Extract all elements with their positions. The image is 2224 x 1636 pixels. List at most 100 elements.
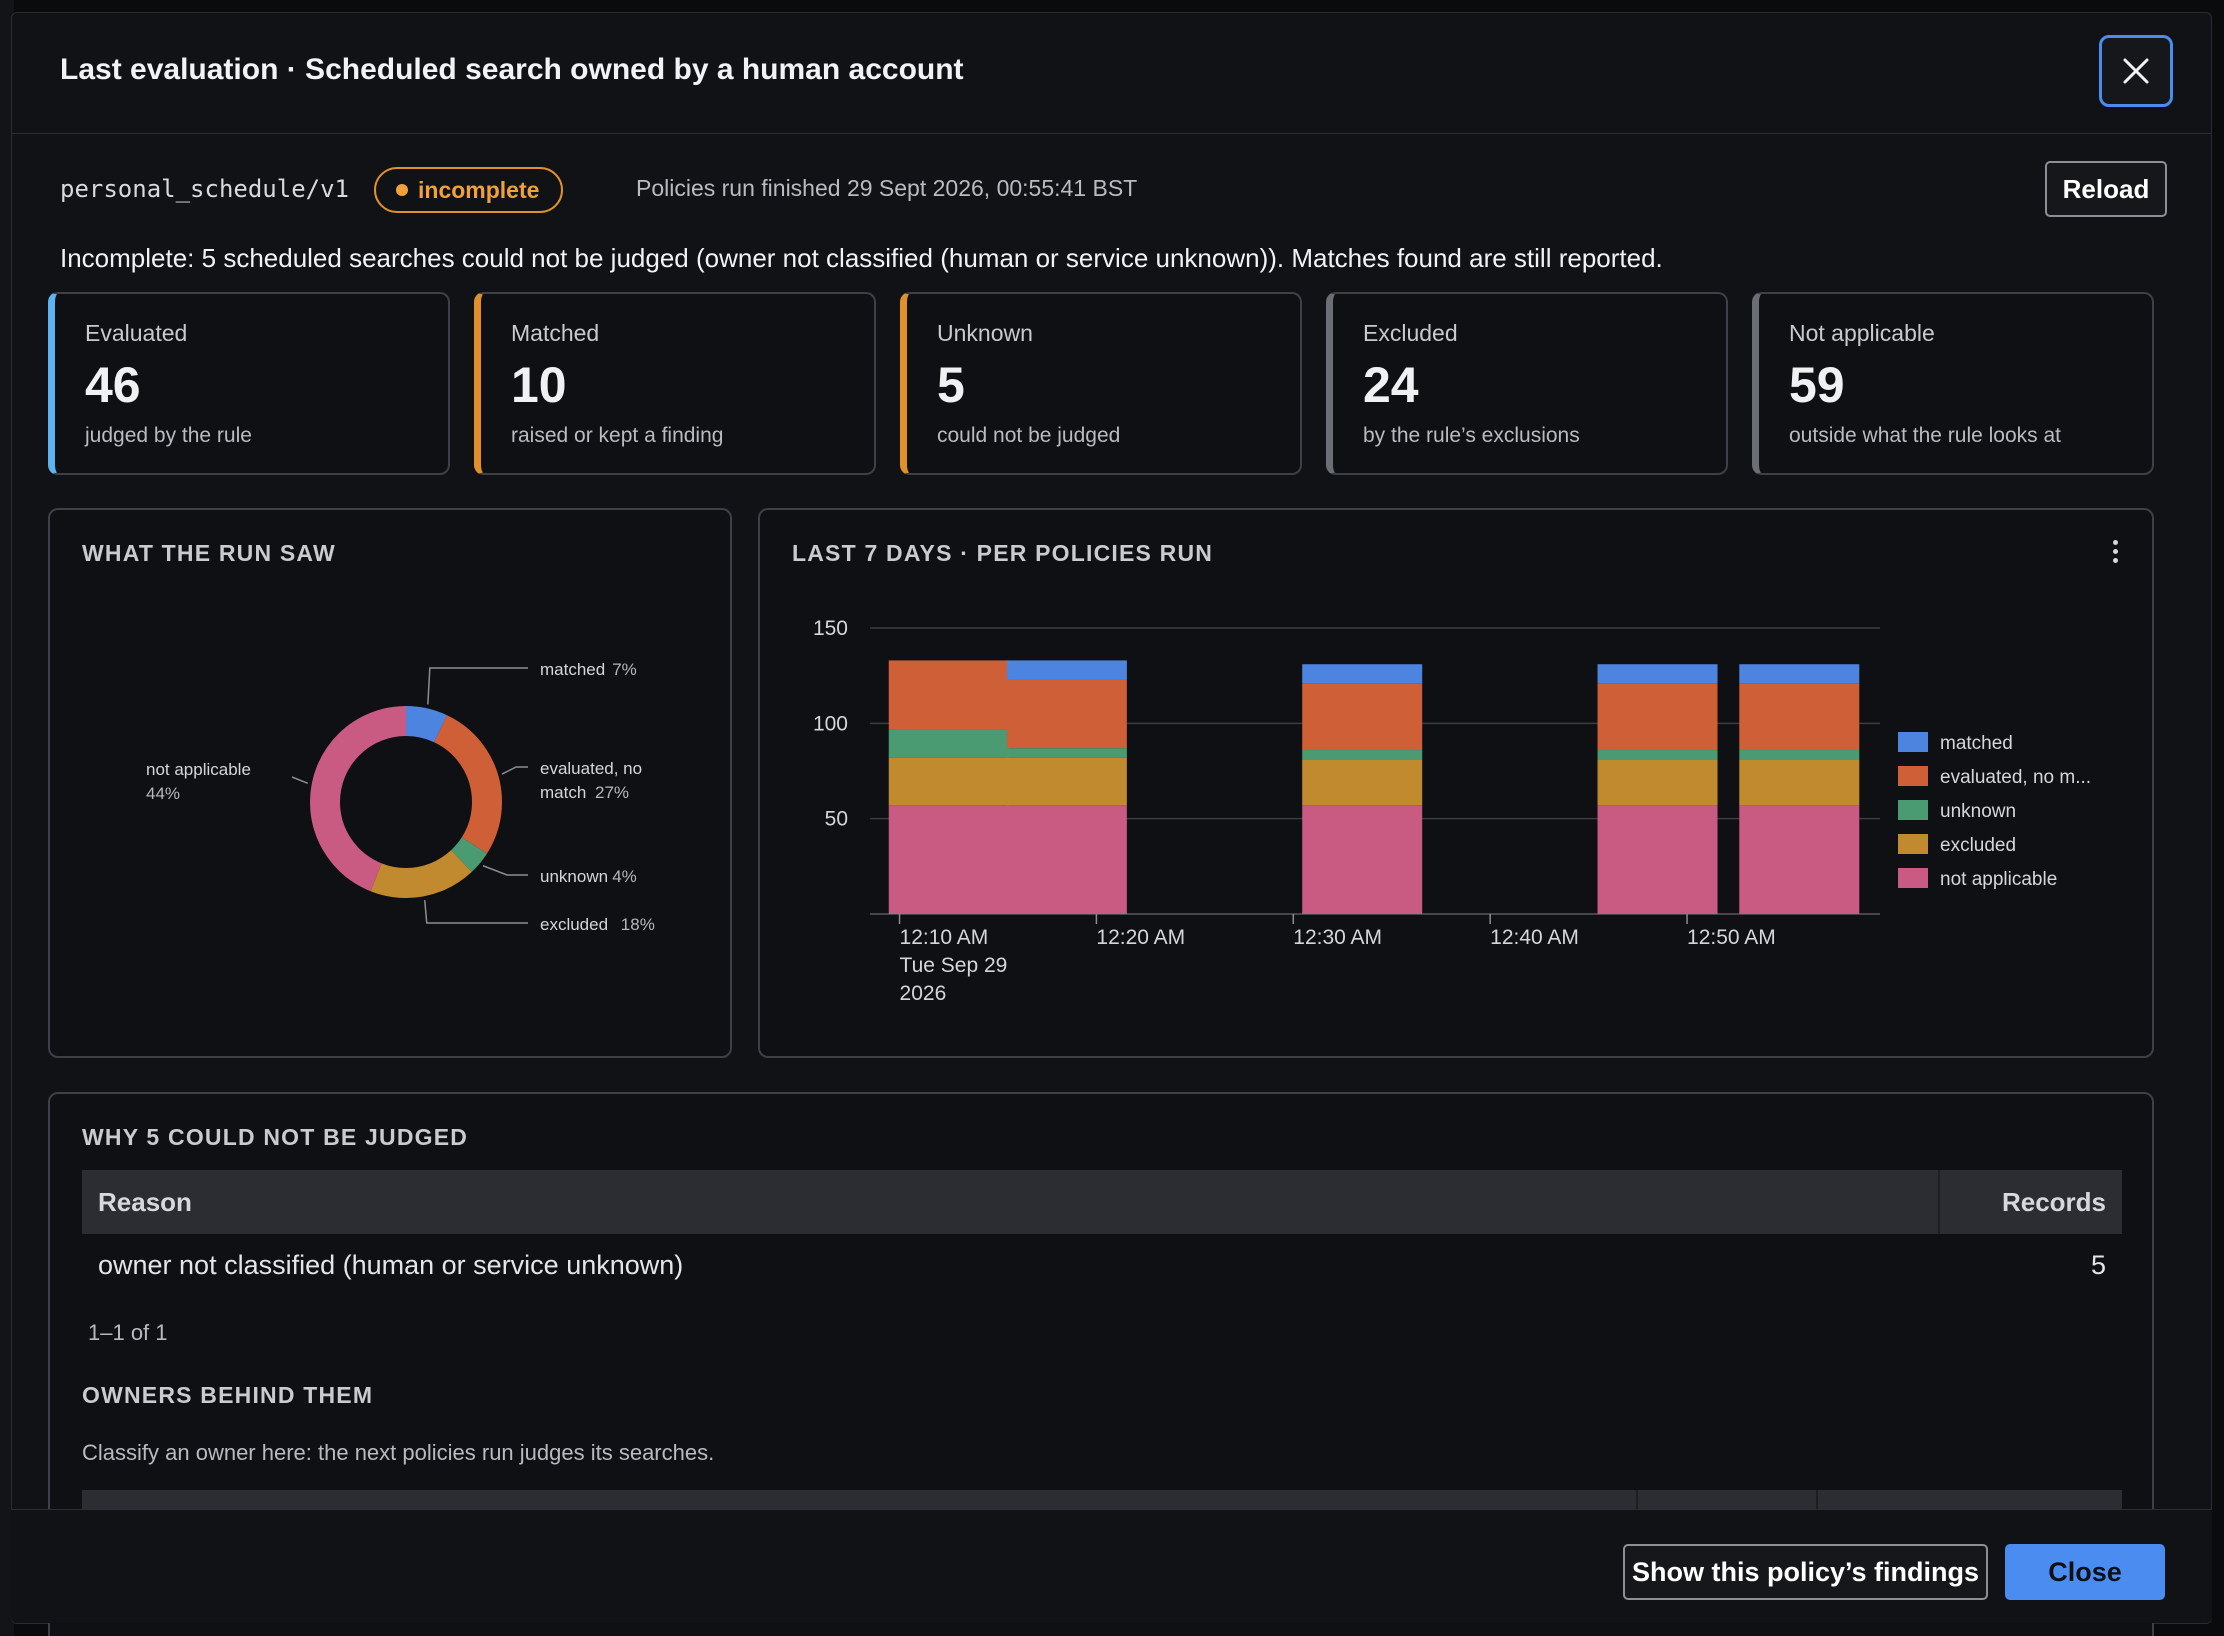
stat-label: Matched bbox=[511, 320, 600, 346]
bar-segment-matched[interactable] bbox=[1739, 664, 1860, 684]
bar-segment-excluded[interactable] bbox=[1739, 759, 1860, 806]
x-tick-label: 12:50 AM bbox=[1687, 926, 1776, 949]
bar-segment-unknown[interactable] bbox=[1006, 748, 1127, 758]
what-the-run-saw-panel: WHAT THE RUN SAW matched 7% evaluated, no m… bbox=[48, 508, 732, 1058]
run-finished-timestamp: Policies run finished 29 Sept 2026, 00:5… bbox=[636, 175, 1138, 201]
donut-chart: matched 7% evaluated, no match 27% unknown 4% e… bbox=[146, 660, 655, 934]
close-icon bbox=[2123, 58, 2149, 84]
table-row[interactable]: owner not classified (human or service u… bbox=[82, 1234, 2122, 1298]
bar-segment-not-applicable[interactable] bbox=[1597, 805, 1718, 914]
stat-value: 59 bbox=[1789, 357, 1845, 413]
bar-segment-unknown[interactable] bbox=[1597, 750, 1718, 760]
donut-label: match bbox=[540, 783, 586, 802]
donut-callout-line bbox=[423, 900, 528, 924]
stat-sub: by the rule’s exclusions bbox=[1363, 424, 1580, 447]
stat-label: Evaluated bbox=[85, 320, 188, 346]
bar-panel-title: LAST 7 DAYS · PER POLICIES RUN bbox=[792, 540, 1214, 566]
modal-header: Last evaluation · Scheduled search owned… bbox=[12, 13, 2211, 134]
policy-slug: personal_schedule/v1 bbox=[60, 175, 349, 203]
donut-slice-excluded[interactable] bbox=[310, 706, 502, 898]
bar-segment-unknown[interactable] bbox=[888, 729, 1009, 758]
x-tick-label: 12:10 AM bbox=[900, 926, 989, 949]
bar-segment-unknown[interactable] bbox=[1739, 750, 1860, 760]
bar-segment-matched[interactable] bbox=[1597, 664, 1718, 684]
legend-swatch bbox=[1898, 868, 1928, 888]
column-header-reason[interactable]: Reason bbox=[98, 1187, 192, 1217]
reasons-table: Reason Records owner not classified (hum… bbox=[82, 1170, 2122, 1298]
stat-sub: outside what the rule looks at bbox=[1789, 424, 2061, 447]
bar-stack[interactable] bbox=[1302, 664, 1423, 914]
x-tick-label: 2026 bbox=[900, 982, 947, 1005]
bar-stack[interactable] bbox=[888, 660, 1009, 914]
reasons-table-header: Reason Records bbox=[82, 1170, 2122, 1234]
y-tick-label: 150 bbox=[813, 617, 848, 640]
donut-label: not applicable bbox=[146, 760, 251, 779]
column-header-records[interactable]: Records bbox=[2001, 1187, 2106, 1217]
close-modal-button[interactable] bbox=[2099, 35, 2173, 107]
bar-segment-evaluated-no-match[interactable] bbox=[1739, 683, 1860, 751]
bar-segment-evaluated-no-match[interactable] bbox=[1006, 679, 1127, 749]
donut-label: unknown bbox=[540, 867, 608, 886]
bar-segment-not-applicable[interactable] bbox=[1739, 805, 1860, 914]
show-findings-button[interactable]: Show this policy’s findings bbox=[1623, 1544, 1988, 1600]
bar-segment-evaluated-no-match[interactable] bbox=[888, 660, 1009, 730]
backdrop bbox=[0, 0, 14, 1636]
legend-label[interactable]: matched bbox=[1940, 733, 2013, 754]
donut-pct-label: 27% bbox=[595, 783, 629, 802]
x-tick-label: Tue Sep 29 bbox=[900, 954, 1008, 977]
stat-card-evaluated: Evaluated 46 judged by the rule bbox=[48, 292, 450, 475]
bar-stack[interactable] bbox=[1006, 660, 1127, 914]
legend-swatch bbox=[1898, 834, 1928, 854]
legend-label[interactable]: excluded bbox=[1940, 835, 2016, 856]
bar-segment-not-applicable[interactable] bbox=[1302, 805, 1423, 914]
donut-callout-line bbox=[482, 865, 528, 876]
bar-segment-matched[interactable] bbox=[1006, 660, 1127, 680]
bar-segment-evaluated-no-match[interactable] bbox=[1597, 683, 1718, 751]
bar-stack[interactable] bbox=[1597, 664, 1718, 914]
donut-panel-title: WHAT THE RUN SAW bbox=[82, 540, 336, 566]
donut-pct-label: 44% bbox=[146, 784, 180, 803]
stat-value: 46 bbox=[85, 357, 141, 413]
stat-cards: Evaluated 46 judged by the rule Matched 10 ra… bbox=[48, 292, 2154, 475]
stat-sub: judged by the rule bbox=[85, 424, 252, 447]
bar-stack[interactable] bbox=[1739, 664, 1860, 914]
donut-slice-not-applicable[interactable] bbox=[310, 706, 502, 898]
bar-segment-excluded[interactable] bbox=[1302, 759, 1423, 806]
owners-description: Classify an owner here: the next policie… bbox=[82, 1440, 715, 1465]
bar-segment-excluded[interactable] bbox=[1006, 757, 1127, 806]
last-7-days-panel: LAST 7 DAYS · PER POLICIES RUN 50 100 150 1… bbox=[758, 508, 2154, 1058]
stat-value: 10 bbox=[511, 357, 567, 413]
stat-card-excluded: Excluded 24 by the rule’s exclusions bbox=[1326, 292, 1728, 475]
kebab-menu-icon[interactable] bbox=[2108, 540, 2122, 570]
legend-label[interactable]: not applicable bbox=[1940, 869, 2057, 890]
donut-label: matched bbox=[540, 660, 605, 679]
donut-slice-evaluated-no-match[interactable] bbox=[310, 706, 502, 898]
donut-callout-line bbox=[501, 766, 528, 775]
legend-swatch bbox=[1898, 800, 1928, 820]
stat-card-matched: Matched 10 raised or kept a finding bbox=[474, 292, 876, 475]
donut-pct-label: 4% bbox=[612, 867, 637, 886]
legend-label[interactable]: evaluated, no m... bbox=[1940, 767, 2091, 788]
why-panel-title: WHY 5 COULD NOT BE JUDGED bbox=[82, 1124, 469, 1150]
modal-footer: Show this policy’s findings Close bbox=[11, 1509, 2212, 1623]
reason-cell: owner not classified (human or service u… bbox=[98, 1250, 684, 1280]
donut-callout-line bbox=[291, 776, 309, 784]
bar-segment-excluded[interactable] bbox=[1597, 759, 1718, 806]
bar-segment-not-applicable[interactable] bbox=[888, 805, 1009, 914]
stat-label: Excluded bbox=[1363, 320, 1458, 346]
bar-segment-matched[interactable] bbox=[1302, 664, 1423, 684]
reload-button[interactable]: Reload bbox=[2045, 161, 2167, 217]
legend-swatch bbox=[1898, 766, 1928, 786]
pagination-label: 1–1 of 1 bbox=[88, 1320, 168, 1345]
y-tick-label: 50 bbox=[825, 808, 848, 831]
stat-value: 24 bbox=[1363, 357, 1419, 413]
bar-segment-evaluated-no-match[interactable] bbox=[1302, 683, 1423, 751]
bar-segment-not-applicable[interactable] bbox=[1006, 805, 1127, 914]
bar-segment-excluded[interactable] bbox=[888, 757, 1009, 806]
meta-row: personal_schedule/v1 incomplete Policies… bbox=[60, 161, 2167, 221]
close-button[interactable]: Close bbox=[2005, 1544, 2165, 1600]
donut-label: excluded bbox=[540, 915, 608, 934]
bar-segment-unknown[interactable] bbox=[1302, 750, 1423, 760]
donut-pct-label: 7% bbox=[612, 660, 637, 679]
legend-label[interactable]: unknown bbox=[1940, 801, 2016, 822]
